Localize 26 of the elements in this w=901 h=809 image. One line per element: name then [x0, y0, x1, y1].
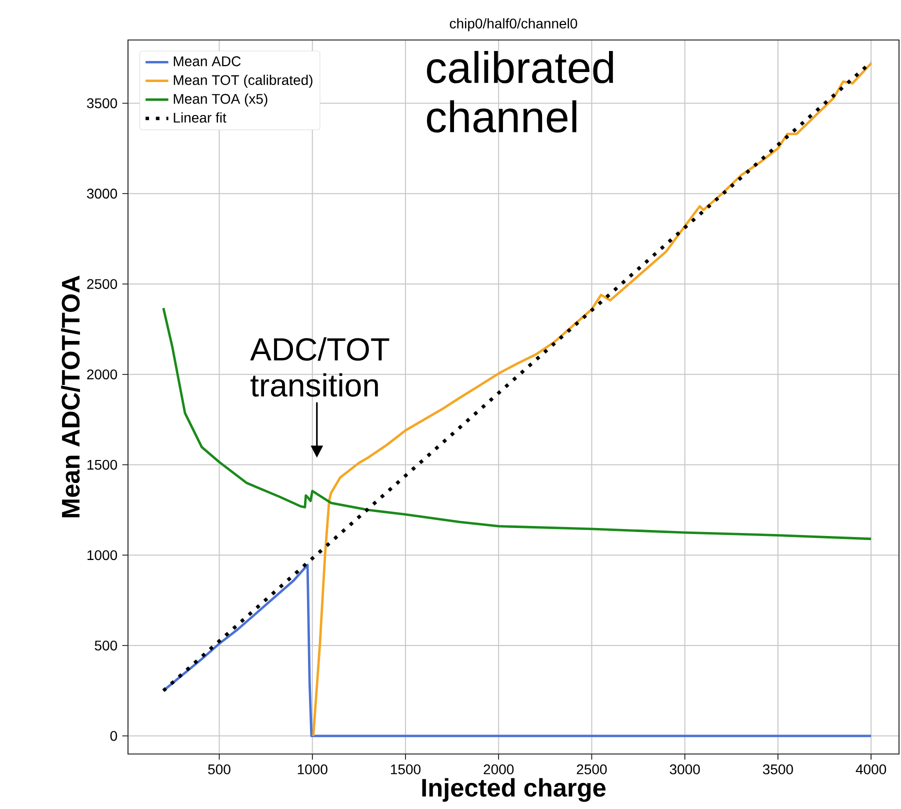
x-tick-label: 4000 [856, 764, 886, 774]
annotation: ADC/TOT transition [250, 337, 390, 397]
y-tick-label: 0 [110, 730, 118, 741]
legend-label: Mean ADC [174, 56, 241, 66]
x-tick-label: 1000 [298, 764, 328, 774]
y-tick-label: 3500 [86, 98, 118, 108]
legend-label: Linear fit [174, 112, 226, 123]
y-axis-title: Mean ADC/TOT/TOA [61, 276, 80, 518]
y-tick-label: 2000 [87, 369, 118, 380]
legend-label: Mean TOA (x5) [174, 94, 268, 107]
x-tick-label: 3000 [670, 764, 700, 774]
x-tick-label: 2500 [576, 764, 607, 774]
x-axis-title: Injected charge [422, 778, 606, 802]
legend-label: Mean TOT (calibrated) [174, 74, 312, 88]
x-tick-label: 500 [208, 764, 230, 774]
x-tick-label: 3500 [762, 764, 793, 774]
x-tick-label: 2000 [484, 764, 514, 774]
chart-title: chip0/half0/channel0 [450, 18, 578, 32]
y-tick-label: 3000 [86, 188, 118, 199]
x-tick-label: 1500 [390, 764, 421, 774]
annotation: calibrated channel [426, 50, 614, 133]
y-tick-label: 1500 [88, 460, 118, 470]
y-tick-label: 500 [94, 640, 118, 650]
line-series [162, 306, 872, 540]
y-tick-label: 1000 [88, 550, 118, 560]
y-tick-label: 2500 [87, 279, 118, 289]
